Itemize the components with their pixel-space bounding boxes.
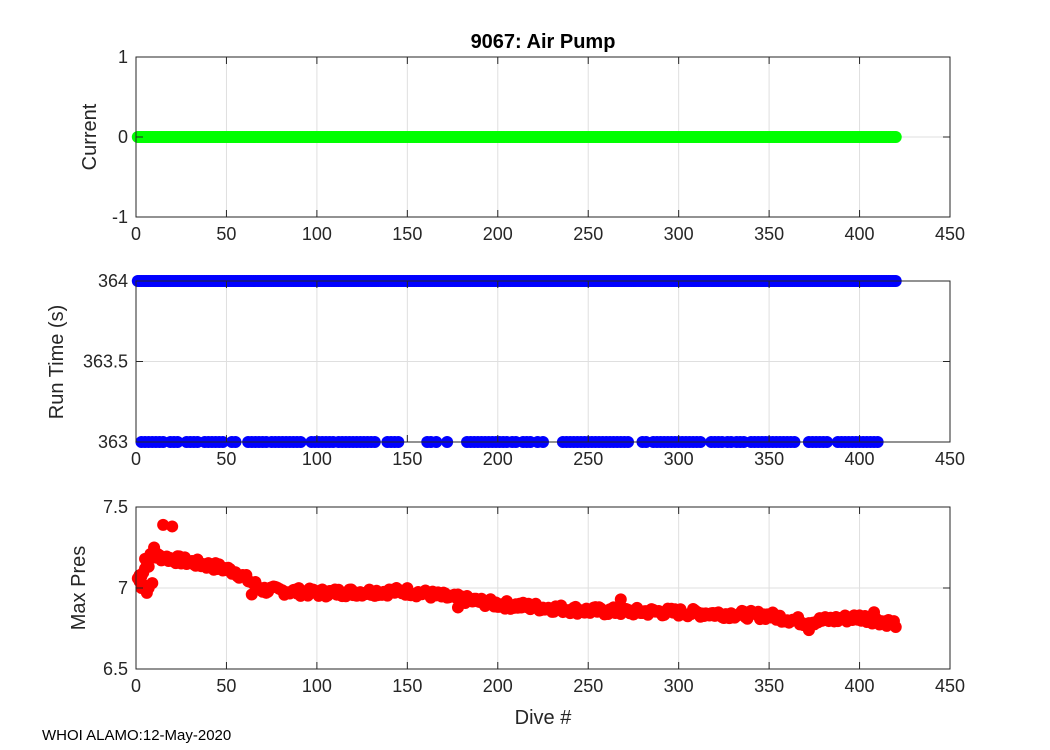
- y-tick-label: -1: [112, 207, 128, 227]
- data-point: [889, 131, 902, 143]
- x-tick-label: 0: [131, 224, 141, 244]
- x-tick-label: 100: [302, 676, 332, 696]
- x-tick-label: 300: [664, 676, 694, 696]
- panel-run-time: 0 50 100 150 200 250 300 350 400 450 363 363.5 364: [83, 271, 965, 469]
- x-tick-label: 200: [483, 449, 513, 469]
- x-tick-label: 50: [216, 676, 236, 696]
- x-tick-label: 400: [845, 224, 875, 244]
- x-tick-label: 250: [573, 224, 603, 244]
- x-tick-label: 250: [573, 676, 603, 696]
- data-point: [166, 520, 179, 533]
- y-tick-label: 363.5: [83, 352, 128, 372]
- x-tick-label: 300: [664, 224, 694, 244]
- y-tick-label: 6.5: [103, 659, 128, 679]
- x-tick-label: 450: [935, 676, 965, 696]
- x-axis-label-dive: Dive #: [515, 707, 573, 729]
- data-point: [451, 601, 464, 614]
- x-tick-label: 450: [935, 449, 965, 469]
- data-point: [157, 518, 170, 531]
- panel-current: 0 50 100 150 200 250 300 350 400 450-101: [112, 47, 965, 244]
- x-tick-label: 350: [754, 449, 784, 469]
- y-tick-label: 364: [98, 271, 128, 291]
- x-tick-label: 350: [754, 224, 784, 244]
- y-tick-label: 7.5: [103, 497, 128, 517]
- x-tick-label: 0: [131, 676, 141, 696]
- x-tick-label: 450: [935, 224, 965, 244]
- x-tick-label: 100: [302, 224, 332, 244]
- x-tick-label: 150: [392, 224, 422, 244]
- y-tick-label: 0: [118, 127, 128, 147]
- data-point: [802, 624, 815, 637]
- x-tick-label: 400: [845, 676, 875, 696]
- data-point: [245, 588, 258, 601]
- chart-title: 9067: Air Pump: [471, 31, 616, 53]
- data-point: [146, 577, 159, 590]
- y-tick-label: 1: [118, 47, 128, 67]
- x-tick-label: 200: [483, 224, 513, 244]
- y-tick-label: 7: [118, 578, 128, 598]
- x-tick-label: 50: [216, 224, 236, 244]
- x-tick-label: 300: [664, 449, 694, 469]
- footer-credit: WHOI ALAMO:12-May-2020: [42, 727, 232, 744]
- x-tick-label: 50: [216, 449, 236, 469]
- y-axis-label-current: Current: [79, 103, 101, 170]
- x-tick-label: 200: [483, 676, 513, 696]
- x-tick-label: 0: [131, 449, 141, 469]
- y-tick-label: 363: [98, 432, 128, 452]
- x-tick-label: 350: [754, 676, 784, 696]
- y-axis-label-max-pres: Max Pres: [68, 546, 90, 630]
- x-tick-label: 250: [573, 449, 603, 469]
- data-point: [614, 593, 627, 606]
- x-tick-label: 150: [392, 449, 422, 469]
- x-tick-label: 150: [392, 676, 422, 696]
- data-point: [868, 606, 881, 619]
- x-tick-label: 100: [302, 449, 332, 469]
- panel-max-pres: 0 50 100 150 200 250 300 350 400 450 6.5 7 7.5: [103, 497, 965, 696]
- data-point: [148, 541, 161, 554]
- x-tick-label: 400: [845, 449, 875, 469]
- data-point: [889, 621, 902, 634]
- y-axis-label-run-time: Run Time (s): [46, 305, 68, 419]
